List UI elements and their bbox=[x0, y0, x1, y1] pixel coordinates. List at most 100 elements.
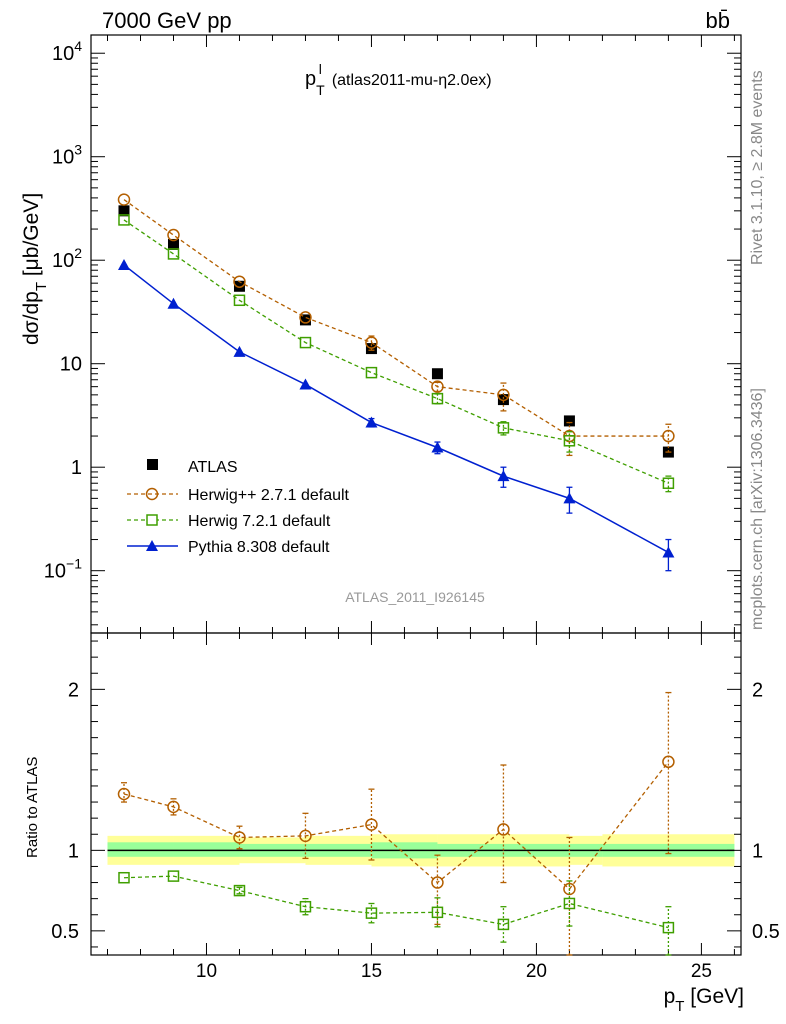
ratio-point-herwig-2-7-1-default bbox=[497, 823, 510, 836]
legend-label-atlas: ATLAS bbox=[188, 459, 238, 476]
data-point-pythia-8-308-default bbox=[563, 492, 576, 504]
data-point-atlas bbox=[299, 314, 311, 326]
title-sup: l bbox=[319, 61, 322, 77]
main-y-tick-label: 1 bbox=[71, 457, 82, 479]
ratio-point-herwig-7-2-1-default bbox=[118, 871, 130, 884]
ratio-point-herwig-2-7-1-default bbox=[563, 882, 576, 896]
data-point-herwig-2-7-1-default bbox=[167, 228, 180, 242]
source-label: mcplots.cern.ch [arXiv:1306.3436] bbox=[749, 388, 766, 630]
title-rest: (atlas2011-mu-η2.0ex) bbox=[332, 72, 492, 89]
main-y-tick-label: 102 bbox=[52, 245, 82, 272]
series-line-pythia-8-308-default bbox=[123, 264, 669, 554]
open-circle-icon bbox=[145, 487, 159, 501]
data-point-herwig-7-2-1-default bbox=[167, 248, 180, 260]
data-point-atlas bbox=[497, 394, 509, 406]
ratio-panel-axes: 0.5 0.5 1 1 2 2 10 15 20 25 bbox=[51, 632, 780, 982]
x-tick-label: 25 bbox=[691, 961, 712, 982]
data-point-atlas bbox=[118, 205, 130, 217]
legend-label-pythia: Pythia 8.308 default bbox=[188, 539, 330, 556]
main-panel-marks bbox=[117, 193, 675, 572]
ratio-line-herwig-2-7-1-default bbox=[123, 761, 669, 890]
main-y-tick-label: 10−1 bbox=[44, 556, 82, 583]
ratio-line-herwig-7-2-1-default bbox=[123, 875, 669, 929]
ratio-point-herwig-7-2-1-default bbox=[167, 870, 180, 882]
legend: ATLAS Herwig++ 2.7.1 default Herwig 7.2.… bbox=[127, 459, 350, 556]
ratio-point-herwig-2-7-1-default bbox=[365, 818, 378, 831]
data-point-atlas bbox=[167, 238, 179, 250]
series-line-herwig-7-2-1-default bbox=[123, 219, 669, 484]
x-tick-label: 10 bbox=[196, 961, 217, 982]
data-point-herwig-7-2-1-default bbox=[497, 422, 510, 434]
data-point-herwig-7-2-1-default bbox=[662, 477, 675, 489]
main-y-tick-label: 104 bbox=[52, 38, 82, 65]
main-y-tick-label: 103 bbox=[52, 142, 82, 169]
data-point-pythia-8-308-default bbox=[233, 345, 246, 357]
data-point-pythia-8-308-default bbox=[167, 297, 180, 309]
ratio-point-herwig-7-2-1-default bbox=[431, 906, 444, 919]
data-point-herwig-2-7-1-default bbox=[299, 311, 312, 324]
data-point-herwig-7-2-1-default bbox=[118, 214, 130, 226]
band-green bbox=[173, 842, 240, 857]
data-point-atlas bbox=[563, 415, 575, 427]
title-sub: T bbox=[316, 82, 325, 98]
ratio-point-herwig-7-2-1-default bbox=[365, 907, 378, 919]
ratio-panel-marks bbox=[117, 691, 675, 956]
data-point-pythia-8-308-default bbox=[497, 470, 510, 482]
legend-item-herwig7: Herwig 7.2.1 default bbox=[127, 513, 331, 530]
data-point-herwig-2-7-1-default bbox=[233, 275, 246, 288]
ratio-y-tick-label-right: 1 bbox=[752, 840, 763, 862]
data-point-herwig-2-7-1-default bbox=[365, 336, 378, 349]
ratio-point-herwig-2-7-1-default bbox=[431, 876, 444, 889]
legend-item-atlas: ATLAS bbox=[147, 459, 238, 476]
data-point-herwig-7-2-1-default bbox=[299, 336, 312, 349]
main-y-axis-label: dσ/dpT [μb/GeV] bbox=[20, 193, 50, 345]
analysis-id-label: ATLAS_2011_I926145 bbox=[345, 589, 485, 605]
ratio-point-herwig-2-7-1-default bbox=[117, 787, 131, 801]
legend-label-herwigpp: Herwig++ 2.7.1 default bbox=[188, 487, 350, 504]
data-point-pythia-8-308-default bbox=[365, 416, 378, 428]
data-point-herwig-7-2-1-default bbox=[563, 435, 576, 447]
data-point-atlas bbox=[233, 280, 245, 292]
ratio-point-herwig-7-2-1-default bbox=[299, 900, 312, 913]
ratio-y-axis-label: Ratio to ATLAS bbox=[24, 757, 41, 858]
title-main: p bbox=[305, 68, 316, 90]
ratio-y-tick-label-right: 0.5 bbox=[752, 921, 780, 943]
data-point-herwig-2-7-1-default bbox=[497, 388, 510, 402]
data-point-herwig-2-7-1-default bbox=[117, 193, 131, 206]
data-point-atlas bbox=[431, 368, 443, 380]
legend-label-herwig7: Herwig 7.2.1 default bbox=[188, 513, 331, 530]
data-point-pythia-8-308-default bbox=[117, 258, 130, 270]
energy-label: 7000 GeV pp bbox=[102, 8, 232, 33]
ratio-y-tick-label: 1 bbox=[68, 840, 79, 862]
ratio-point-herwig-7-2-1-default bbox=[497, 918, 510, 931]
x-axis-label: pT [GeV] bbox=[664, 985, 744, 1015]
open-square-icon bbox=[146, 514, 158, 526]
data-point-pythia-8-308-default bbox=[662, 546, 675, 558]
ratio-plot-frame bbox=[90, 632, 742, 956]
band-green bbox=[107, 842, 174, 857]
rivet-label: Rivet 3.1.10, ≥ 2.8M events bbox=[749, 70, 766, 265]
data-point-pythia-8-308-default bbox=[431, 441, 444, 453]
plot-title: pTl (atlas2011-mu-η2.0ex) bbox=[305, 61, 492, 98]
main-y-tick-label: 10 bbox=[60, 354, 82, 376]
ratio-point-herwig-2-7-1-default bbox=[662, 755, 675, 769]
ratio-point-herwig-2-7-1-default bbox=[233, 831, 246, 844]
series-line-herwig-2-7-1-default bbox=[123, 199, 669, 437]
data-point-herwig-2-7-1-default bbox=[662, 429, 675, 443]
ratio-point-herwig-7-2-1-default bbox=[662, 921, 675, 934]
filled-triangle-icon bbox=[146, 540, 158, 551]
ratio-y-tick-label-right: 2 bbox=[752, 679, 763, 701]
ratio-point-herwig-7-2-1-default bbox=[233, 884, 246, 897]
black-filled-square-icon bbox=[147, 459, 158, 470]
process-label: bb̄ bbox=[706, 8, 730, 33]
legend-item-herwigpp: Herwig++ 2.7.1 default bbox=[127, 487, 350, 504]
data-point-herwig-2-7-1-default bbox=[431, 380, 444, 393]
data-point-herwig-7-2-1-default bbox=[365, 366, 378, 379]
data-point-pythia-8-308-default bbox=[299, 378, 312, 390]
x-tick-label: 20 bbox=[526, 961, 547, 982]
ratio-point-herwig-2-7-1-default bbox=[299, 829, 312, 843]
ratio-y-tick-label: 2 bbox=[68, 679, 79, 701]
ratio-point-herwig-2-7-1-default bbox=[167, 800, 180, 814]
